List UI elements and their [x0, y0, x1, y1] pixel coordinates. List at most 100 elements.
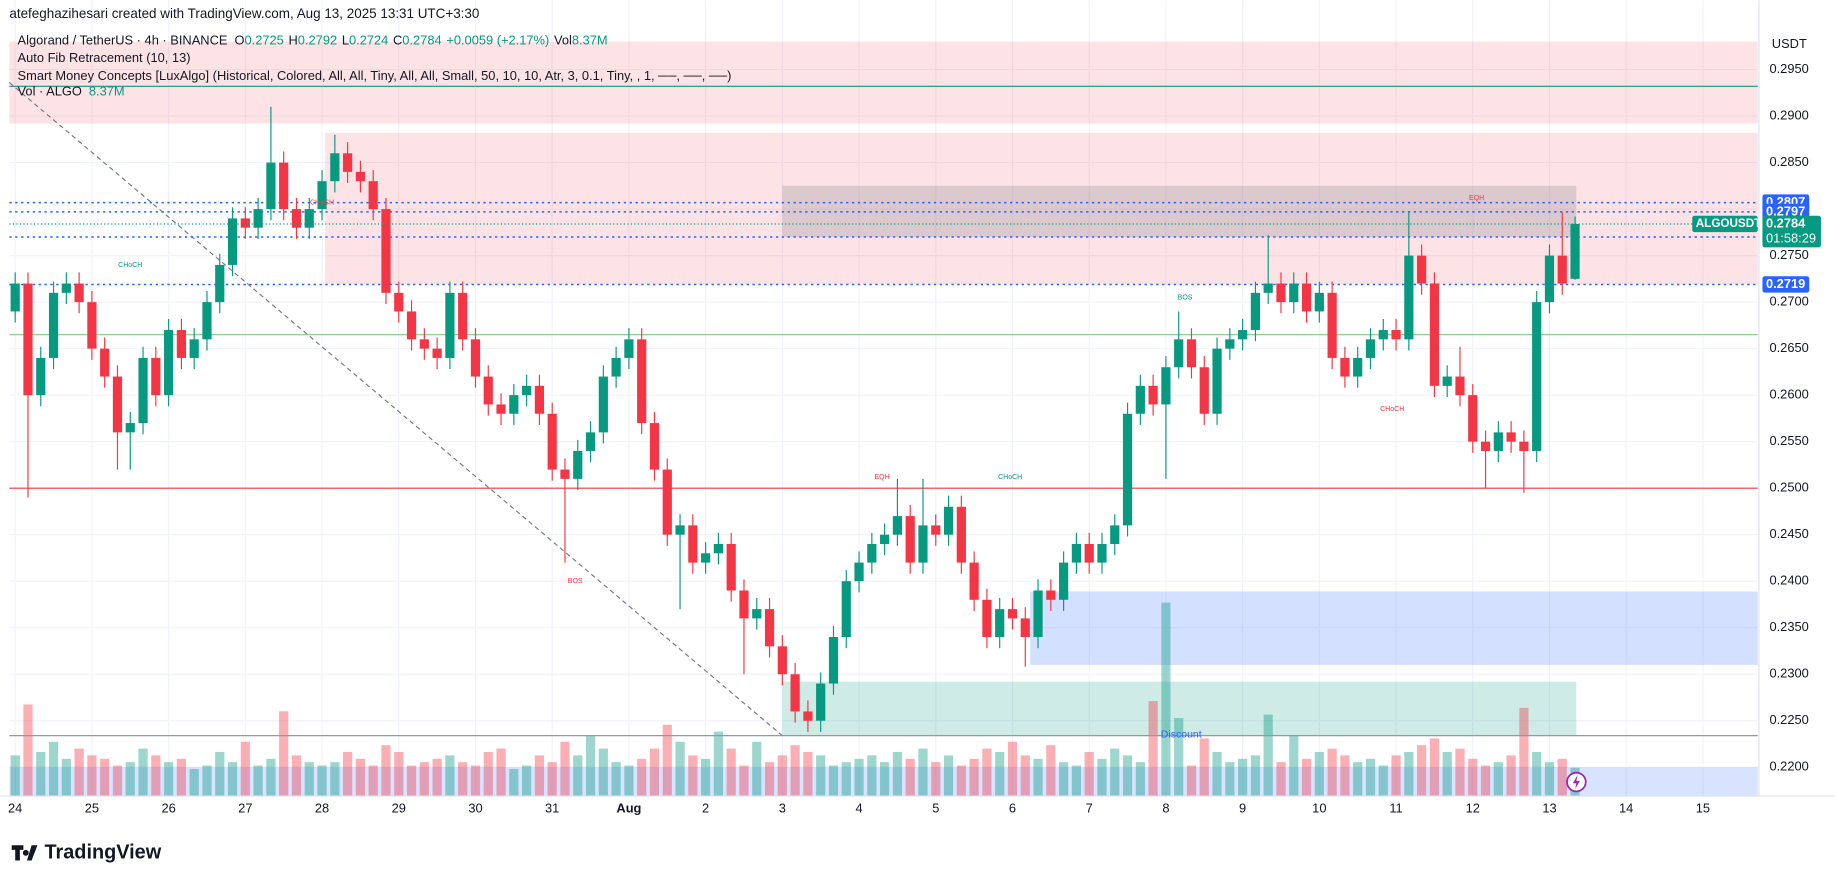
- volume-bar: [189, 768, 199, 797]
- legend: Algorand / TetherUS · 4h · BINANCE O0.272…: [18, 33, 608, 48]
- candle-body: [176, 330, 187, 358]
- x-tick-label: 15: [1696, 800, 1710, 815]
- volume-bar: [713, 731, 724, 797]
- y-tick-label: 0.2550: [1769, 433, 1808, 448]
- vol-label: Vol: [554, 33, 572, 48]
- candle-body: [1007, 609, 1018, 619]
- y-tick-label: 0.2500: [1769, 480, 1808, 495]
- candle-body: [317, 181, 327, 210]
- volume-bar: [1340, 755, 1350, 797]
- candle-body: [931, 525, 941, 535]
- volume-bar: [406, 765, 417, 797]
- volume-bar: [611, 762, 621, 797]
- candle-body: [1353, 357, 1363, 377]
- candle-body: [1314, 292, 1324, 312]
- volume-bar: [291, 755, 302, 797]
- x-tick-label: 9: [1239, 800, 1246, 815]
- volume-bar: [1557, 758, 1567, 797]
- annotation: BOS: [568, 578, 583, 585]
- volume-bar: [816, 755, 826, 797]
- candle-body: [432, 348, 442, 358]
- y-tick-label: 0.2250: [1769, 712, 1808, 727]
- candle-body: [1071, 543, 1082, 563]
- volume-bar: [931, 762, 941, 797]
- candle-body: [1110, 525, 1120, 544]
- zone: [325, 132, 1758, 285]
- y-tick-label: 0.2350: [1769, 619, 1808, 634]
- volume-bar: [483, 751, 493, 797]
- volume-bar: [445, 755, 455, 797]
- candle-body: [394, 292, 404, 312]
- candle-body: [675, 525, 685, 535]
- volume-bar: [1442, 751, 1452, 797]
- candle-body: [227, 218, 238, 265]
- y-tick-label: 0.2600: [1769, 387, 1808, 402]
- volume-bar: [394, 751, 404, 797]
- alert-icon[interactable]: [1566, 771, 1587, 793]
- candle-body: [943, 506, 954, 535]
- candle-body: [752, 609, 762, 619]
- x-tick-label: 7: [1086, 800, 1093, 815]
- volume-bar: [688, 755, 698, 797]
- candle-body: [880, 534, 890, 544]
- candle-body: [215, 264, 225, 303]
- volume-bar: [739, 765, 749, 797]
- vol-value: 8.37M: [572, 33, 608, 48]
- candle-body: [560, 469, 570, 479]
- volume-bar: [1429, 738, 1440, 797]
- candle-body: [1557, 255, 1567, 284]
- volume-bar: [138, 748, 148, 797]
- candle-body: [828, 637, 839, 684]
- volume-bar: [164, 762, 174, 797]
- volume-bar: [1135, 762, 1145, 797]
- volume-bar: [1289, 735, 1299, 797]
- volume-bar: [969, 758, 979, 797]
- candle-body: [841, 581, 851, 638]
- x-tick-label: 3: [779, 800, 786, 815]
- volume-bar: [1480, 765, 1491, 797]
- x-tick-label: 11: [1389, 800, 1402, 815]
- annotation: CHoCH: [118, 262, 142, 269]
- candle-body: [918, 525, 928, 563]
- candle-body: [1289, 283, 1299, 303]
- volume-bar: [1148, 701, 1158, 797]
- currency: USDT: [1772, 36, 1807, 51]
- volume-bar: [1263, 714, 1273, 797]
- annotation: EQH: [874, 474, 889, 481]
- volume-bar: [918, 748, 928, 797]
- volume-bar: [1097, 758, 1107, 797]
- candle-body: [726, 543, 736, 591]
- annotation: CHoCH: [1380, 406, 1404, 413]
- candle-body: [701, 553, 711, 563]
- volume-bar: [675, 741, 685, 797]
- volume-bar: [61, 758, 71, 797]
- candle-body: [1442, 376, 1452, 386]
- candle-body: [573, 450, 583, 479]
- volume-bar: [585, 735, 596, 797]
- candle-body: [1161, 367, 1171, 405]
- volume-bar: [176, 758, 187, 797]
- volume-bar: [343, 751, 353, 797]
- volume-bar: [1186, 765, 1197, 797]
- volume-bar: [330, 762, 340, 797]
- x-tick-label: 4: [855, 800, 862, 815]
- y-tick-label: 0.2900: [1769, 107, 1808, 122]
- candle-body: [1391, 330, 1401, 340]
- candle-body: [445, 292, 455, 358]
- candle-body: [189, 339, 199, 358]
- volume-bar: [662, 724, 672, 797]
- candle-body: [1506, 432, 1516, 442]
- candle-body: [854, 562, 864, 582]
- candle-body: [739, 590, 749, 619]
- x-tick-label: 5: [932, 800, 939, 815]
- volume-bar: [892, 751, 903, 797]
- candle-body: [1059, 562, 1069, 600]
- volume-bar: [624, 765, 634, 797]
- volume-bar: [151, 755, 161, 797]
- candle-body: [48, 292, 59, 358]
- volume-bar: [36, 751, 46, 797]
- volume-bar: [266, 758, 276, 797]
- candle-body: [381, 209, 391, 293]
- logo: TradingView: [11, 842, 162, 864]
- volume-bar: [828, 765, 839, 797]
